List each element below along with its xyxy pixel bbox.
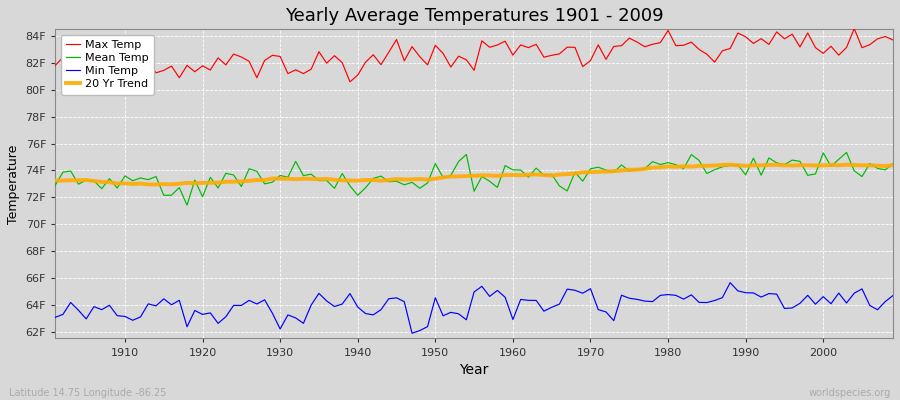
Max Temp: [283, 71, 293, 76]
Line: Mean Temp: Mean Temp: [55, 152, 893, 205]
Mean Temp: [887, 161, 898, 166]
20 Yr Trend: [887, 163, 898, 168]
Min Temp: [508, 317, 518, 322]
Mean Temp: [516, 168, 526, 172]
Mean Temp: [291, 159, 302, 164]
Max Temp: [329, 53, 340, 58]
20 Yr Trend: [608, 169, 619, 174]
Y-axis label: Temperature: Temperature: [7, 144, 20, 224]
20 Yr Trend: [50, 178, 60, 183]
Text: worldspecies.org: worldspecies.org: [809, 388, 891, 398]
Line: Min Temp: Min Temp: [55, 283, 893, 333]
Min Temp: [407, 331, 418, 336]
20 Yr Trend: [516, 173, 526, 178]
Title: Yearly Average Temperatures 1901 - 2009: Yearly Average Temperatures 1901 - 2009: [284, 7, 663, 25]
Mean Temp: [112, 186, 122, 190]
Min Temp: [724, 280, 735, 285]
Max Temp: [112, 64, 122, 69]
Max Temp: [608, 44, 619, 49]
Mean Temp: [842, 150, 852, 155]
Line: Max Temp: Max Temp: [55, 29, 893, 82]
Text: Latitude 14.75 Longitude -86.25: Latitude 14.75 Longitude -86.25: [9, 388, 166, 398]
20 Yr Trend: [508, 172, 518, 177]
Max Temp: [849, 26, 859, 31]
Min Temp: [608, 318, 619, 323]
Max Temp: [887, 38, 898, 42]
Mean Temp: [182, 203, 193, 208]
Min Temp: [516, 297, 526, 302]
Min Temp: [112, 313, 122, 318]
Max Temp: [508, 53, 518, 58]
Mean Temp: [508, 168, 518, 172]
20 Yr Trend: [337, 178, 347, 183]
20 Yr Trend: [150, 182, 161, 187]
Mean Temp: [337, 171, 347, 176]
Min Temp: [283, 312, 293, 317]
20 Yr Trend: [291, 177, 302, 182]
Legend: Max Temp, Mean Temp, Min Temp, 20 Yr Trend: Max Temp, Mean Temp, Min Temp, 20 Yr Tre…: [60, 35, 154, 95]
Min Temp: [50, 315, 60, 320]
X-axis label: Year: Year: [459, 363, 489, 377]
Mean Temp: [50, 183, 60, 188]
Min Temp: [329, 304, 340, 309]
Max Temp: [516, 42, 526, 47]
Max Temp: [345, 80, 356, 84]
Min Temp: [887, 293, 898, 298]
Max Temp: [50, 63, 60, 68]
20 Yr Trend: [112, 181, 122, 186]
Mean Temp: [608, 170, 619, 175]
Line: 20 Yr Trend: 20 Yr Trend: [55, 165, 893, 184]
20 Yr Trend: [724, 162, 735, 167]
